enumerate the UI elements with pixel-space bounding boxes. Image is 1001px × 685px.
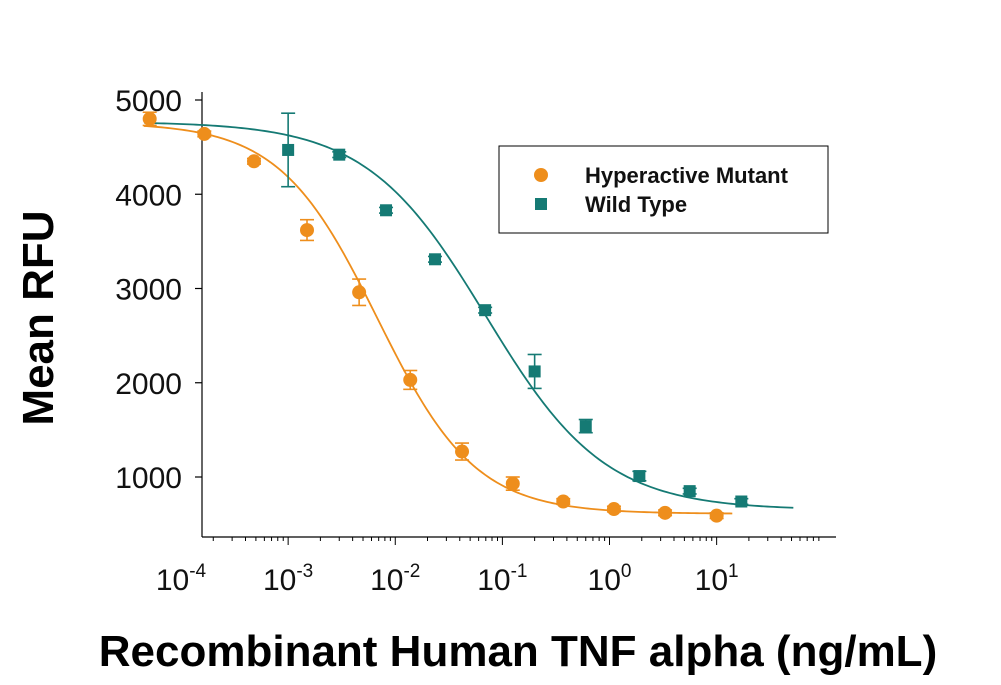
x-tick-label: 10-3 <box>263 561 313 597</box>
x-tick-label: 101 <box>695 561 739 597</box>
data-point <box>527 353 542 390</box>
data-point <box>352 278 367 307</box>
marker-circle <box>556 494 571 509</box>
marker-square <box>528 365 541 378</box>
marker-circle <box>505 476 520 491</box>
data-point <box>505 476 520 491</box>
x-axis-title: Recombinant Human TNF alpha (ng/mL) <box>99 627 937 676</box>
data-point <box>246 154 261 169</box>
legend-label-hyperactive: Hyperactive Mutant <box>585 163 789 188</box>
legend: Hyperactive Mutant Wild Type <box>498 145 829 234</box>
data-points <box>142 111 749 523</box>
marker-circle <box>352 285 367 300</box>
marker-circle <box>606 502 621 517</box>
legend-box <box>498 145 829 234</box>
data-point <box>578 418 593 434</box>
legend-marker-hyperactive <box>534 168 548 182</box>
data-point <box>658 505 673 520</box>
y-tick-label: 1000 <box>115 462 182 495</box>
marker-circle <box>455 444 470 459</box>
x-tick-label: 10-4 <box>156 561 207 597</box>
marker-square <box>429 253 442 266</box>
marker-square <box>633 470 646 483</box>
marker-circle <box>300 223 315 238</box>
marker-square <box>735 495 748 508</box>
legend-marker-wildtype <box>535 198 547 210</box>
data-point <box>300 218 315 242</box>
marker-square <box>683 485 696 498</box>
y-axis-title: Mean RFU <box>14 210 63 425</box>
marker-square <box>479 304 492 317</box>
marker-square <box>333 148 346 161</box>
data-point <box>455 442 470 461</box>
data-point <box>281 112 296 188</box>
data-point <box>478 304 493 317</box>
marker-square <box>579 420 592 433</box>
data-point <box>197 126 212 141</box>
fit-curve-hyperactive <box>143 125 733 515</box>
x-ticks: 10-4 10-3 10-2 10-1 100 101 <box>156 537 820 597</box>
data-point <box>682 485 697 498</box>
marker-square <box>282 143 295 156</box>
data-point <box>606 502 621 517</box>
data-point <box>556 494 571 509</box>
data-point <box>142 111 157 127</box>
marker-circle <box>709 508 724 523</box>
legend-label-wildtype: Wild Type <box>585 192 687 217</box>
data-point <box>403 369 418 391</box>
data-point <box>734 495 749 508</box>
y-tick-label: 3000 <box>115 274 182 307</box>
x-tick-label: 100 <box>588 561 632 597</box>
x-tick-label: 10-2 <box>370 561 420 597</box>
marker-circle <box>403 372 418 387</box>
marker-circle <box>197 126 212 141</box>
data-point <box>379 204 394 217</box>
y-tick-label: 4000 <box>115 179 182 212</box>
marker-square <box>380 204 393 217</box>
axes <box>201 92 836 538</box>
marker-circle <box>658 505 673 520</box>
y-tick-label: 2000 <box>115 368 182 401</box>
data-point <box>428 253 443 266</box>
data-point <box>632 470 647 483</box>
marker-circle <box>142 111 157 126</box>
data-point <box>332 148 347 161</box>
marker-circle <box>246 154 261 169</box>
x-tick-label: 10-1 <box>477 561 527 597</box>
data-point <box>709 508 724 523</box>
